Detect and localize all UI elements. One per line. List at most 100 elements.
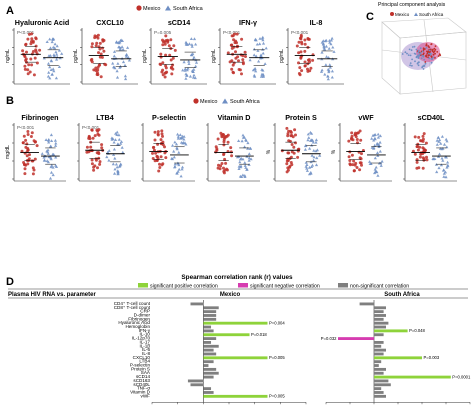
south-africa-point (378, 134, 382, 138)
mexico-point (289, 134, 293, 138)
south-africa-point (263, 62, 267, 65)
mexico-point (159, 138, 163, 142)
mexico-point (360, 152, 363, 156)
bar (203, 333, 250, 337)
mexico-point (303, 60, 307, 64)
south-africa-point (247, 158, 251, 162)
south-africa-point (255, 42, 259, 46)
category-label: sCD40L (133, 382, 150, 387)
category-label: TNF-α (137, 386, 150, 391)
pca-south-africa-point (424, 62, 427, 65)
pca-south-africa-point (417, 56, 420, 58)
south-africa-point (51, 165, 55, 169)
bar-label: P=0.005 (269, 355, 285, 360)
south-africa-point (123, 74, 127, 78)
south-africa-point (253, 38, 257, 42)
south-africa-point (112, 153, 116, 156)
mexico-point (222, 153, 226, 157)
mexico-point (30, 63, 34, 67)
pca-south-africa-point (409, 64, 411, 67)
bar (203, 337, 217, 340)
south-africa-point (175, 171, 179, 175)
south-africa-point (247, 152, 251, 156)
south-africa-point (113, 156, 117, 160)
mexico-point (35, 61, 39, 65)
category-label: CD4⁺ T-cell count (114, 301, 151, 306)
south-africa-point (373, 156, 377, 160)
mexico-point (309, 66, 313, 70)
south-africa-point (49, 165, 53, 169)
bar (203, 348, 214, 352)
mexico-point (34, 50, 38, 54)
mexico-point (415, 160, 419, 164)
south-africa-point (60, 52, 64, 55)
mexico-point (236, 55, 240, 59)
south-africa-point (329, 42, 333, 46)
south-africa-point (185, 68, 189, 72)
category-label: IL-17 (140, 339, 151, 344)
mexico-point (26, 68, 30, 72)
south-africa-point (57, 48, 61, 52)
mexico-point (156, 130, 160, 134)
mexico-point (220, 162, 224, 165)
panel-label-b: B (6, 95, 14, 107)
south-africa-point (445, 165, 449, 169)
south-africa-point (121, 150, 125, 154)
south-africa-point (187, 59, 191, 63)
bar (374, 375, 451, 379)
mexico-point (285, 170, 289, 174)
mexico-point (421, 156, 425, 160)
south-africa-point (305, 169, 309, 172)
mexico-point (358, 168, 362, 172)
mexico-point (94, 44, 98, 48)
mexico-point (161, 61, 165, 65)
mexico-point (90, 60, 94, 64)
bar-label: P=0.048 (409, 328, 425, 333)
south-africa-point (322, 45, 326, 49)
south-africa-point (304, 161, 308, 164)
mexico-point (417, 166, 421, 170)
south-africa-point (327, 56, 331, 59)
pca-mexico-point (439, 54, 442, 57)
south-africa-point (257, 59, 261, 63)
south-africa-point (307, 172, 312, 176)
south-africa-point (50, 139, 54, 142)
mexico-point (285, 162, 289, 166)
mexico-point (294, 141, 297, 145)
mexico-point (237, 59, 240, 63)
pca-south-africa-point (417, 64, 420, 67)
pca-south-africa-point (421, 54, 424, 57)
mexico-point (99, 75, 103, 79)
mexico-point (419, 139, 422, 143)
south-africa-point (179, 136, 183, 140)
mexico-point (28, 153, 31, 157)
mexico-point (306, 37, 310, 41)
bar (203, 310, 217, 314)
mexico-point (240, 72, 243, 76)
mexico-point (303, 38, 307, 42)
south-africa-point (186, 43, 190, 46)
scatter-panel-4: IL-8 pg/mL P<0.001 (279, 18, 344, 85)
south-africa-point (114, 162, 118, 166)
south-africa-point (116, 142, 120, 146)
mexico-point (98, 47, 102, 51)
bar-label: P=0.032 (321, 336, 337, 341)
south-africa-point (260, 72, 264, 76)
mexico-point (217, 163, 220, 167)
mexico-point (411, 149, 415, 153)
south-africa-point (174, 142, 179, 146)
mexico-point (286, 134, 290, 138)
panel-label-a: A (6, 5, 14, 17)
mexico-point (94, 158, 98, 162)
mexico-point (298, 66, 302, 70)
south-africa-point (111, 61, 115, 65)
mexico-point (90, 158, 94, 162)
mexico-point (244, 55, 247, 58)
mexico-point (355, 131, 359, 135)
mexico-point (306, 58, 310, 62)
mexico-point (101, 46, 104, 50)
south-africa-point (180, 167, 184, 171)
mexico-point (293, 128, 297, 132)
south-africa-point (322, 46, 326, 50)
south-africa-point (235, 155, 240, 159)
